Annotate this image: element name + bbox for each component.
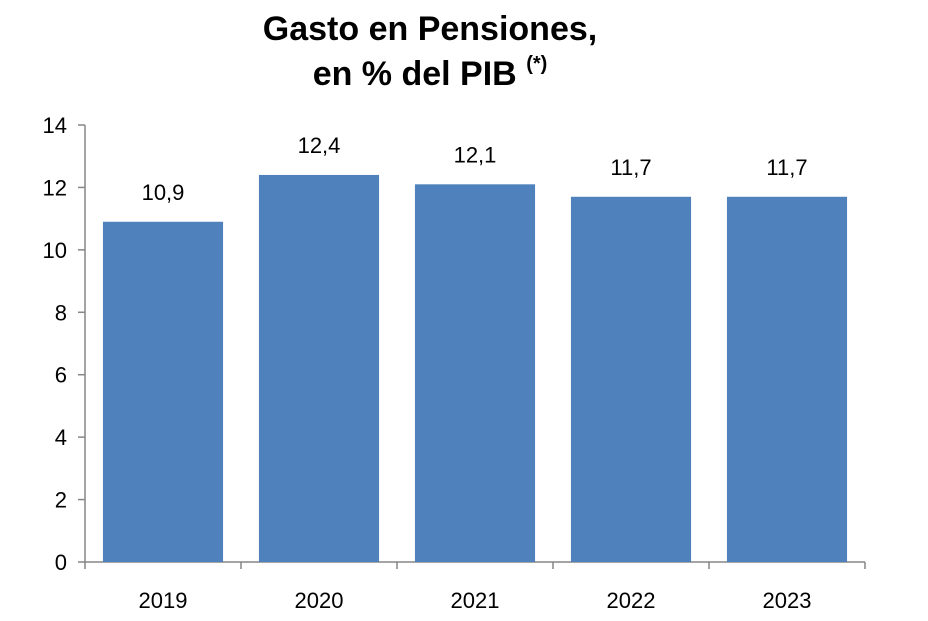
- y-tick-label: 0: [55, 550, 67, 575]
- chart-title-line1: Gasto en Pensiones,: [262, 10, 598, 48]
- bar-2020: [258, 174, 380, 562]
- data-label: 10,9: [142, 180, 185, 205]
- y-tick-label: 10: [43, 238, 67, 263]
- y-tick-label: 4: [55, 425, 67, 450]
- x-tick-label: 2023: [763, 588, 812, 613]
- y-tick-label: 6: [55, 363, 67, 388]
- y-tick-label: 8: [55, 300, 67, 325]
- x-tick-label: 2021: [451, 588, 500, 613]
- chart-title-text: en % del PIB: [312, 55, 517, 93]
- y-tick-label: 2: [55, 488, 67, 513]
- y-tick-label: 14: [43, 113, 67, 138]
- data-label: 11,7: [766, 155, 807, 180]
- title-footnote-mark: (*): [526, 53, 548, 75]
- x-tick-label: 2019: [139, 588, 188, 613]
- bar-2019: [102, 221, 224, 562]
- bar-2023: [726, 196, 848, 563]
- x-tick-label: 2022: [607, 588, 656, 613]
- chart-title-line2: en % del PIB (*): [0, 53, 860, 94]
- x-tick-label: 2020: [295, 588, 344, 613]
- data-label: 12,4: [298, 133, 341, 158]
- y-tick-label: 12: [43, 175, 67, 200]
- data-label: 12,1: [454, 142, 497, 167]
- bar-2022: [570, 196, 692, 563]
- data-label: 11,7: [610, 155, 651, 180]
- bar-2021: [414, 184, 536, 563]
